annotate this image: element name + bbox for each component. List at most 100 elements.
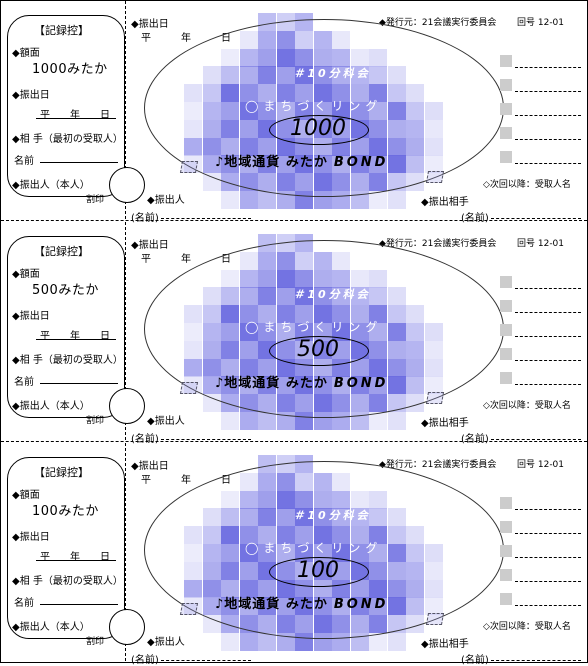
endorse-line	[515, 557, 581, 558]
amount-ring	[269, 336, 369, 366]
amount-ring	[269, 115, 369, 145]
stub-issuer-label: ◆振出人（本人）	[12, 401, 90, 412]
endorse-box	[500, 103, 512, 115]
recipient-label: ◆振出相手	[421, 197, 469, 208]
issue-date-fields: 平 年 日	[141, 33, 231, 44]
stub-name-line	[40, 383, 118, 384]
endorse-box	[500, 521, 512, 533]
stub-perforation	[125, 443, 126, 661]
stub-name-label: 名前	[14, 156, 34, 167]
mosaic-cell	[239, 412, 258, 430]
brand-name: ♪地域通貨 みたか	[215, 376, 328, 391]
mosaic-cell	[369, 412, 387, 430]
endorse-box	[500, 324, 512, 336]
recipient-name-label: (名前)	[461, 213, 489, 224]
stub-date-fields: 平 年 日	[40, 552, 110, 563]
stub-seal-label: 割印	[86, 416, 105, 426]
diamond-mark	[179, 161, 199, 173]
stub-title: 【記録控】	[34, 466, 89, 479]
endorse-line	[515, 509, 581, 510]
next-recipient-label: ◇次回以降：受取人名	[483, 180, 571, 190]
stub-title: 【記録控】	[34, 245, 89, 258]
mosaic-cell	[276, 412, 295, 430]
recipient-name-line	[491, 660, 581, 661]
endorse-line	[515, 163, 581, 164]
section-badge: ＃10分科会	[293, 509, 371, 522]
endorse-box	[500, 127, 512, 139]
issue-date-label: ◆振出日	[131, 19, 169, 30]
voucher-amount: 500	[297, 337, 339, 362]
stub-date-line	[36, 560, 116, 561]
mosaic-cell	[387, 191, 406, 209]
endorse-line	[515, 91, 581, 92]
mosaic-cell	[258, 633, 276, 651]
endorse-line	[515, 139, 581, 140]
mosaic-cell	[369, 191, 387, 209]
brand-line: ♪地域通貨 みたか BOND	[215, 593, 388, 612]
recipient-name-line	[491, 218, 581, 219]
endorse-box	[500, 545, 512, 557]
seal-circle	[109, 609, 145, 645]
recipient-name-line	[491, 439, 581, 440]
brand-name: ♪地域通貨 みたか	[215, 155, 328, 170]
section-badge: ＃10分科会	[293, 288, 371, 301]
cut-line	[1, 220, 587, 221]
mosaic-cell	[258, 191, 276, 209]
voucher-1000: 【記録控】 ◆額面 1000みたか ◆振出日 平 年 日 ◆相 手（最初の受取人…	[1, 1, 587, 224]
stub-name-line	[40, 162, 118, 163]
issuer-name-line	[161, 218, 251, 219]
mosaic-cell	[276, 191, 295, 209]
brand-bond: BOND	[333, 597, 389, 612]
stub-date-label: ◆振出日	[12, 90, 50, 101]
endorse-box	[500, 593, 512, 605]
brand-line: ♪地域通貨 みたか BOND	[215, 372, 388, 391]
mosaic-cell	[221, 191, 239, 209]
stub-issuer-label: ◆振出人（本人）	[12, 622, 90, 633]
issuer-label: ◆振出人	[147, 637, 185, 648]
stub-date-line	[36, 118, 116, 119]
endorse-box	[500, 348, 512, 360]
endorse-line	[515, 67, 581, 68]
endorse-line	[515, 533, 581, 534]
stub-amount-label: ◆額面	[12, 490, 40, 501]
recipient-label: ◆振出相手	[421, 639, 469, 650]
publisher: ◆発行元：21会議実行委員会	[379, 460, 497, 470]
endorse-line	[515, 115, 581, 116]
endorse-line	[515, 581, 581, 582]
endorse-line	[515, 605, 581, 606]
stub-issuer-label: ◆振出人（本人）	[12, 180, 90, 191]
stub-date-fields: 平 年 日	[40, 110, 110, 121]
stub-perforation	[125, 1, 126, 219]
ring-text: ◯まちづくリング	[245, 99, 383, 113]
endorse-box	[500, 79, 512, 91]
stub-partner-label: ◆相 手（最初の受取人）	[12, 355, 123, 366]
endorse-line	[515, 384, 581, 385]
publisher: ◆発行元：21会議実行委員会	[379, 18, 497, 28]
stub-date-label: ◆振出日	[12, 532, 50, 543]
stub-seal-label: 割印	[86, 637, 105, 647]
mosaic-cell	[239, 633, 258, 651]
endorse-line	[515, 360, 581, 361]
stub-partner-label: ◆相 手（最初の受取人）	[12, 134, 123, 145]
stub-seal-label: 割印	[86, 195, 105, 205]
diamond-mark	[425, 171, 445, 183]
voucher-500: 【記録控】 ◆額面 500みたか ◆振出日 平 年 日 ◆相 手（最初の受取人）…	[1, 222, 587, 445]
brand-name: ♪地域通貨 みたか	[215, 597, 328, 612]
issuer-name-line	[161, 439, 251, 440]
issuer-name-line	[161, 660, 251, 661]
diamond-mark	[179, 603, 199, 615]
mosaic-cell	[221, 412, 239, 430]
endorse-box	[500, 151, 512, 163]
stub-amount-label: ◆額面	[12, 48, 40, 59]
voucher-amount: 1000	[290, 116, 346, 141]
endorse-box	[500, 300, 512, 312]
stub-partner-label: ◆相 手（最初の受取人）	[12, 576, 123, 587]
stub-date-line	[36, 339, 116, 340]
voucher-100: 【記録控】 ◆額面 100みたか ◆振出日 平 年 日 ◆相 手（最初の受取人）…	[1, 443, 587, 666]
endorse-box	[500, 55, 512, 67]
issuer-label: ◆振出人	[147, 416, 185, 427]
stub-amount: 500みたか	[32, 283, 99, 298]
ring-text: ◯まちづくリング	[245, 320, 383, 334]
cut-line	[1, 441, 587, 442]
record-stub: 【記録控】 ◆額面 500みたか ◆振出日 平 年 日 ◆相 手（最初の受取人）…	[7, 236, 125, 426]
